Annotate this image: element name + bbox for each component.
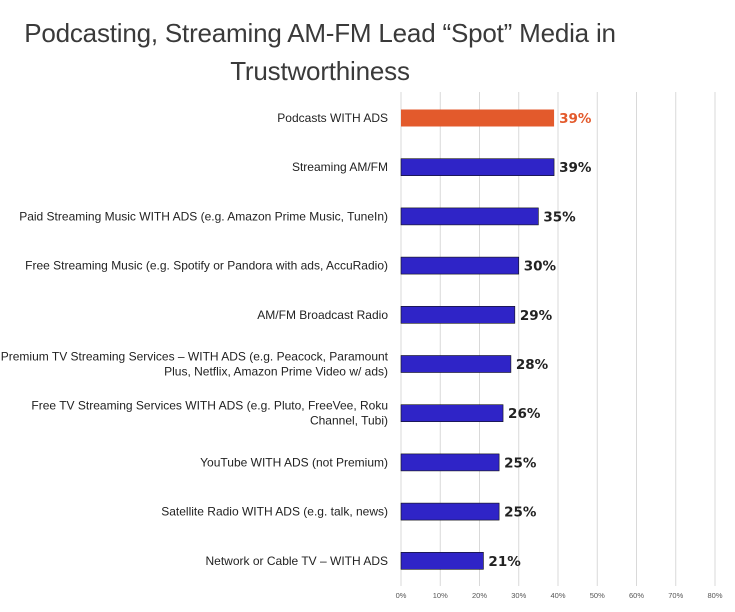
x-tick-label: 10% [433,591,448,600]
x-tick-label: 50% [590,591,605,600]
data-label: 25% [504,505,537,521]
category-label: YouTube WITH ADS (not Premium) [200,455,388,469]
data-label: 28% [516,357,549,373]
data-label: 39% [559,160,592,176]
bar [400,256,520,275]
category-label: Streaming AM/FM [292,160,388,174]
x-tick-label: 60% [629,591,644,600]
chart-title-line-2: Trustworthiness [230,56,410,86]
bar [400,502,500,521]
x-tick-label: 40% [550,591,565,600]
bar [400,404,504,423]
category-label: Free Streaming Music (e.g. Spotify or Pa… [25,259,388,273]
x-tick-label: 70% [668,591,683,600]
bar [400,207,539,226]
x-tick-label: 20% [472,591,487,600]
category-label: Channel, Tubi) [310,414,388,428]
category-label: Plus, Netflix, Amazon Prime Video w/ ads… [164,365,388,379]
category-label: Premium TV Streaming Services – WITH ADS… [1,350,389,364]
bar [401,109,555,127]
data-label: 29% [520,308,553,324]
x-tick-label: 0% [396,591,407,600]
x-tick-label: 80% [707,591,722,600]
data-label: 21% [488,554,521,570]
x-tick-label: 30% [511,591,526,600]
data-label: 39% [559,111,592,127]
category-label: Podcasts WITH ADS [277,111,388,125]
bar [400,158,555,176]
data-label: 35% [543,209,576,225]
category-label: AM/FM Broadcast Radio [257,308,388,322]
data-label: 26% [508,406,541,422]
data-label: 30% [524,259,557,275]
bar [400,551,484,570]
category-label: Free TV Streaming Services WITH ADS (e.g… [31,399,388,413]
bar [400,305,516,324]
category-label: Satellite Radio WITH ADS (e.g. talk, new… [161,505,388,519]
bar [400,453,500,472]
data-label: 25% [504,455,537,471]
category-label: Paid Streaming Music WITH ADS (e.g. Amaz… [19,209,388,223]
chart-title-line-1: Podcasting, Streaming AM-FM Lead “Spot” … [24,18,616,48]
bar [400,355,512,373]
category-label: Network or Cable TV – WITH ADS [206,554,389,568]
